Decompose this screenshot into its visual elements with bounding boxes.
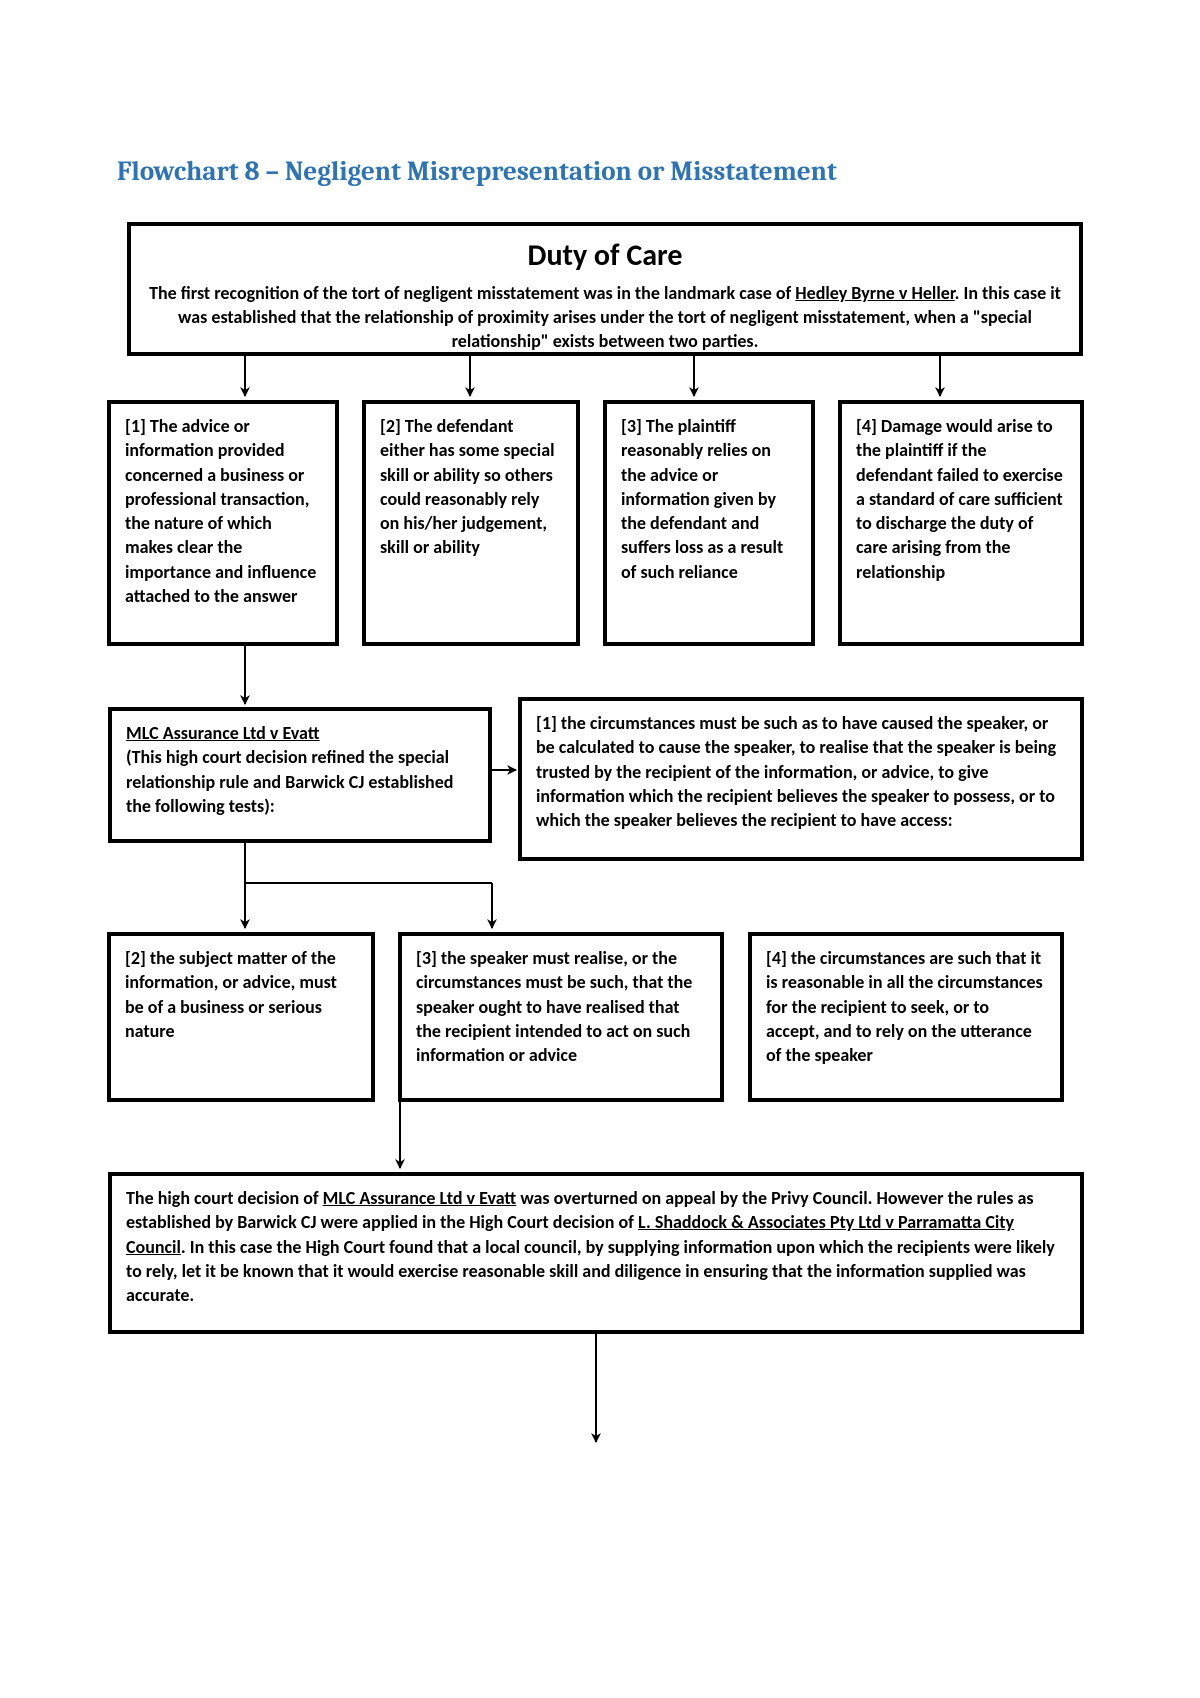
box-mlc-evatt: MLC Assurance Ltd v Evatt (This high cou… (108, 707, 492, 843)
box-criterion-3: [3] The plaintiff reasonably relies on t… (603, 400, 815, 646)
case-mlc-evatt-2: MLC Assurance Ltd v Evatt (323, 1187, 517, 1209)
box-mlc-test-1: [1] the circumstances must be such as to… (518, 697, 1084, 861)
box-criterion-2: [2] The defendant either has some specia… (362, 400, 580, 646)
page-title: Flowchart 8 – Negligent Misrepresentatio… (117, 156, 837, 187)
box-criterion-1: [1] The advice or information provided c… (107, 400, 339, 646)
box-duty-header: Duty of Care (145, 236, 1065, 277)
case-hedley-byrne: Hedley Byrne v Heller (795, 282, 954, 304)
box-mlc-test-4: [4] the circumstances are such that it i… (748, 932, 1064, 1102)
box-mlc-test-3: [3] the speaker must realise, or the cir… (398, 932, 724, 1102)
case-mlc-evatt: MLC Assurance Ltd v Evatt (126, 722, 320, 744)
flowchart-page: Flowchart 8 – Negligent Misrepresentatio… (0, 0, 1200, 1698)
box-mlc-test-2: [2] the subject matter of the informatio… (107, 932, 375, 1102)
box-duty-body: The first recognition of the tort of neg… (145, 281, 1065, 354)
box-criterion-4: [4] Damage would arise to the plaintiff … (838, 400, 1084, 646)
box-duty-of-care: Duty of Care The first recognition of th… (127, 222, 1083, 356)
box-shaddock: The high court decision of MLC Assurance… (108, 1172, 1084, 1334)
